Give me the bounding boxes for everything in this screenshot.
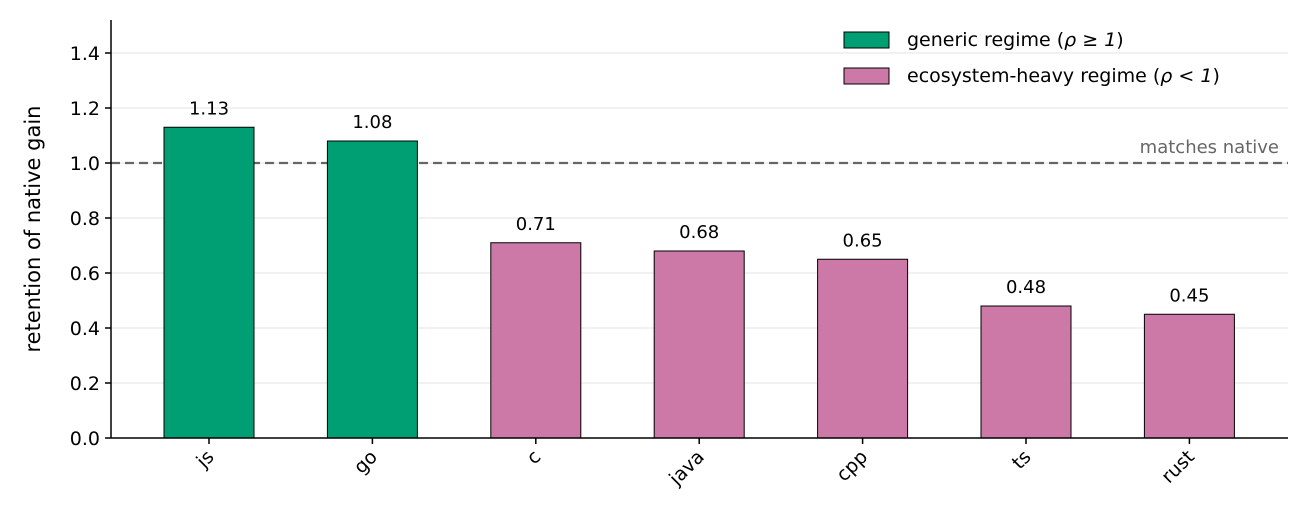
legend-label-generic-suffix: ) <box>1116 29 1123 51</box>
bar-value-label-c: 0.71 <box>516 214 556 235</box>
bar-value-label-java: 0.68 <box>679 222 719 243</box>
legend-label-generic-prefix: generic regime ( <box>907 29 1064 51</box>
x-tick-label-ts: ts <box>1008 446 1036 474</box>
bar-js <box>163 126 255 439</box>
y-axis-label: retention of native gain <box>21 106 45 353</box>
legend-label-generic-math: ρ ≥ 1 <box>1064 29 1116 51</box>
legend-label-ecosystem-math: ρ < 1 <box>1160 65 1212 87</box>
bar-java <box>653 250 745 439</box>
y-tick-label-7: 1.4 <box>70 43 100 65</box>
x-tick-label-rust: rust <box>1157 446 1199 488</box>
bar-value-label-js: 1.13 <box>189 98 229 119</box>
legend: generic regime (ρ ≥ 1) ecosystem-heavy r… <box>843 29 1220 87</box>
legend-label-ecosystem-prefix: ecosystem-heavy regime ( <box>907 65 1160 87</box>
x-ticks: js go c java cpp ts rust <box>192 438 1199 490</box>
x-tick-label-cpp: cpp <box>832 446 872 486</box>
legend-label-ecosystem-suffix: ) <box>1212 65 1219 87</box>
bars: 1.13 1.08 0.71 0.68 0.65 0.48 0.45 <box>163 98 1235 439</box>
x-tick-label-c: c <box>522 446 545 469</box>
bar-rust <box>1143 313 1235 439</box>
legend-swatch-ecosystem <box>843 67 890 85</box>
bar-value-label-cpp: 0.65 <box>843 230 883 251</box>
legend-swatch-generic <box>843 31 890 49</box>
y-tick-label-2: 0.4 <box>70 318 100 340</box>
reference-line-group: matches native <box>111 137 1288 165</box>
y-ticks: 0.0 0.2 0.4 0.6 0.8 1.0 1.2 1.4 <box>70 43 111 450</box>
y-tick-label-1: 0.2 <box>70 373 100 395</box>
x-tick-label-java: java <box>664 446 708 490</box>
x-tick-label-js: js <box>192 446 219 473</box>
y-tick-label-4: 0.8 <box>70 208 100 230</box>
bar-value-label-rust: 0.45 <box>1169 285 1209 306</box>
y-tick-label-5: 1.0 <box>70 153 100 175</box>
y-tick-label-3: 0.6 <box>70 263 100 285</box>
y-tick-label-0: 0.0 <box>70 428 100 450</box>
bar-value-label-ts: 0.48 <box>1006 277 1046 298</box>
bar-cpp <box>817 258 909 439</box>
legend-label-generic: generic regime (ρ ≥ 1) <box>907 29 1124 51</box>
x-tick-label-go: go <box>350 446 382 478</box>
bar-go <box>326 140 418 439</box>
y-tick-label-6: 1.2 <box>70 98 100 120</box>
bar-c <box>490 242 582 439</box>
bar-ts <box>980 305 1072 439</box>
matches-native-label: matches native <box>1140 137 1279 158</box>
legend-label-ecosystem: ecosystem-heavy regime (ρ < 1) <box>907 65 1220 87</box>
bar-value-label-go: 1.08 <box>352 112 392 133</box>
